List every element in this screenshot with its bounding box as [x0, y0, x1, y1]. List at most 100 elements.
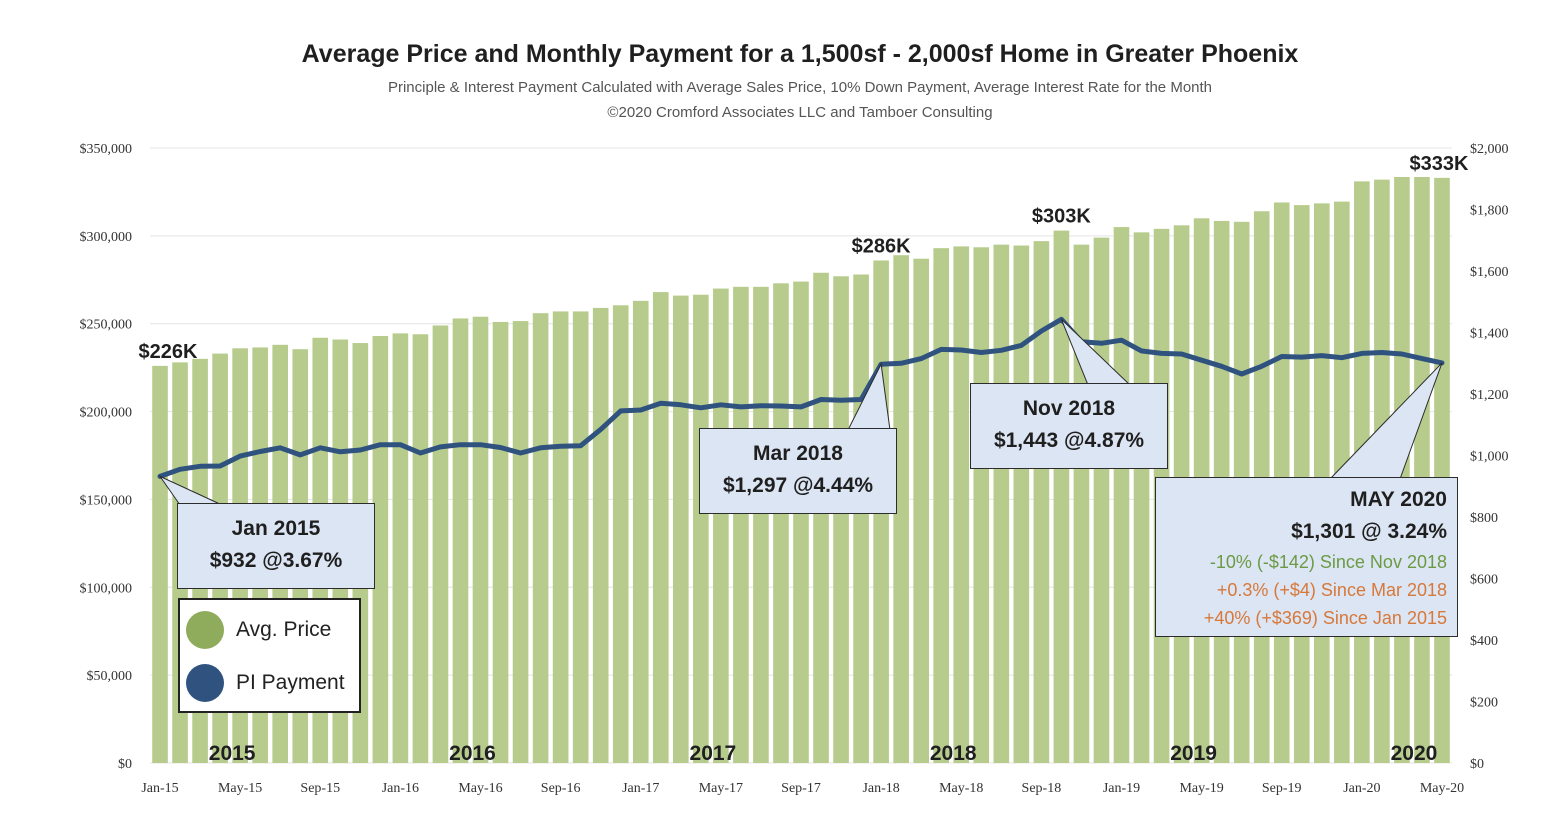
point-payment-12 [398, 443, 402, 447]
point-payment-54 [1240, 372, 1244, 376]
right-tick-label: $0 [1470, 757, 1484, 772]
callout-may-2020-vs-nov: -10% (-$142) Since Nov 2018 [1209, 552, 1447, 572]
callout-may-2020-value: $1,301 @ 3.24% [1291, 520, 1447, 543]
callout-nov-2018-date: Nov 2018 [1022, 397, 1116, 420]
left-axis: $0 $50,000 $100,000 $150,000 $200,000 $250,00… [80, 142, 133, 772]
point-payment-2 [198, 464, 202, 468]
bar-price-18 [512, 321, 529, 763]
bar-price-13 [412, 334, 429, 763]
legend-item-pi-payment: PI Payment [186, 663, 345, 703]
left-tick-label: $50,000 [87, 669, 133, 684]
legend-swatch-payment [186, 664, 224, 702]
x-tick-label: Sep-15 [300, 781, 340, 796]
point-payment-25 [659, 401, 663, 405]
callout-may-2020-date: MAY 2020 [1350, 488, 1447, 511]
x-tick-label: May-17 [699, 781, 743, 796]
bar-price-39 [933, 248, 950, 763]
left-tick-label: $250,000 [80, 318, 133, 333]
year-label: 2015 [209, 742, 256, 765]
legend-swatch-price [186, 611, 224, 649]
right-tick-label: $1,600 [1470, 265, 1509, 280]
legend-label-price: Avg. Price [236, 618, 332, 641]
legend-item-avg-price: Avg. Price [186, 610, 331, 650]
bar-price-43 [1013, 245, 1030, 763]
point-payment-22 [599, 427, 603, 431]
point-payment-39 [939, 347, 943, 351]
peak-label: $286K [852, 235, 911, 257]
bar-price-35 [853, 274, 869, 763]
bar-price-31 [773, 283, 789, 763]
callout-jan-2015: Jan 2015 $932 @3.67% [177, 503, 375, 589]
point-payment-59 [1340, 356, 1344, 360]
bar-price-45 [1053, 230, 1070, 764]
point-payment-41 [979, 350, 983, 354]
bar-price-30 [753, 286, 769, 763]
bar-price-0 [152, 365, 168, 763]
bar-price-44 [1033, 241, 1050, 764]
point-payment-51 [1180, 352, 1184, 356]
point-payment-27 [699, 406, 703, 410]
point-payment-24 [639, 408, 643, 412]
callout-pointers [158, 318, 1443, 508]
callout-jan-2015-value: $932 @3.67% [209, 549, 343, 572]
point-payment-50 [1160, 351, 1164, 355]
point-payment-49 [1140, 349, 1144, 353]
point-payment-23 [619, 409, 623, 413]
x-tick-label: Sep-18 [1022, 781, 1062, 796]
bar-price-28 [713, 288, 729, 763]
callout-mar-2018-value: $1,297 @4.44% [722, 474, 874, 497]
point-payment-62 [1400, 352, 1404, 356]
legend: Avg. Price PI Payment [178, 598, 361, 713]
point-payment-61 [1380, 350, 1384, 354]
bar-price-37 [893, 255, 909, 763]
x-tick-label: May-18 [939, 781, 983, 796]
bar-price-12 [392, 333, 409, 763]
bar-price-16 [472, 316, 489, 763]
x-tick-label: May-19 [1179, 781, 1223, 796]
point-payment-48 [1119, 338, 1123, 342]
left-tick-label: $100,000 [80, 581, 133, 596]
x-tick-label: Jan-19 [1103, 781, 1140, 796]
point-payment-34 [839, 398, 843, 402]
x-tick-label: May-15 [218, 781, 262, 796]
point-payment-31 [779, 404, 783, 408]
x-tick-label: May-20 [1420, 781, 1464, 796]
bar-price-48 [1113, 227, 1130, 764]
bar-price-15 [452, 318, 469, 763]
point-payment-19 [539, 446, 543, 450]
point-payment-35 [859, 398, 863, 402]
point-payment-57 [1300, 355, 1304, 359]
chart-copyright: ©2020 Cromford Associates LLC and Tamboe… [607, 104, 992, 121]
right-tick-label: $800 [1470, 511, 1498, 526]
x-axis: Jan-15 May-15 Sep-15 Jan-16 May-16 Sep-16 Jan-… [141, 781, 1464, 796]
right-axis: $0 $200 $400 $600 $800 $1,000 $1,200 $1,400 $1,6… [1470, 142, 1509, 772]
point-payment-60 [1360, 351, 1364, 355]
bar-price-22 [592, 307, 609, 763]
peak-label: $333K [1410, 153, 1469, 175]
point-payment-44 [1039, 329, 1043, 333]
bar-price-19 [532, 313, 549, 763]
callout-nov-2018-value: $1,443 @4.87% [993, 429, 1145, 452]
bar-price-63 [1414, 176, 1430, 763]
point-payment-17 [499, 446, 503, 450]
point-payment-56 [1280, 354, 1284, 358]
point-payment-8 [318, 446, 322, 450]
point-payment-58 [1320, 354, 1324, 358]
bar-price-42 [993, 244, 1010, 764]
x-tick-label: Jan-15 [141, 781, 178, 796]
point-payment-52 [1200, 358, 1204, 362]
right-tick-label: $1,200 [1470, 388, 1509, 403]
right-tick-label: $1,000 [1470, 450, 1509, 465]
peak-labels: $226K $286K $303K $333K [139, 153, 1469, 363]
point-payment-32 [799, 405, 803, 409]
point-payment-63 [1420, 357, 1424, 361]
left-tick-label: $350,000 [80, 142, 133, 157]
legend-label-payment: PI Payment [236, 671, 345, 694]
bar-price-17 [492, 321, 509, 763]
point-payment-18 [519, 451, 523, 455]
point-payment-40 [959, 348, 963, 352]
point-payment-53 [1220, 364, 1224, 368]
bar-price-24 [632, 300, 649, 763]
point-payment-28 [719, 403, 723, 407]
point-payment-42 [999, 348, 1003, 352]
